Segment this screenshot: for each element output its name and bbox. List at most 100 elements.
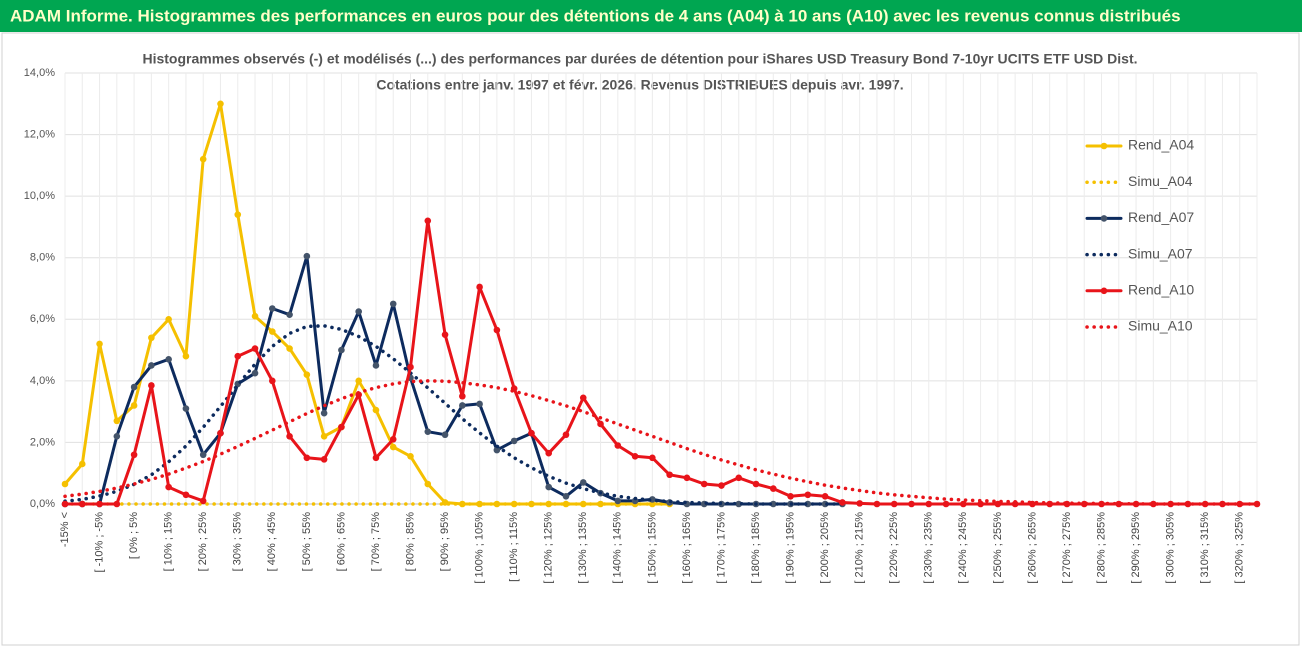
legend-label: Rend_A10 <box>1128 282 1194 298</box>
data-point <box>459 402 466 409</box>
data-point <box>303 252 311 260</box>
x-tick-label: [ 240% ; 245% <box>957 512 969 584</box>
y-tick-label: 6,0% <box>30 313 55 325</box>
x-tick-label: [ 160% ; 165% <box>681 512 693 584</box>
data-point <box>286 311 293 318</box>
data-point <box>908 500 915 508</box>
data-point <box>579 394 587 402</box>
x-tick-label: [ 150% ; 155% <box>646 512 658 584</box>
data-point <box>476 400 483 408</box>
x-tick-label: [ 280% ; 285% <box>1095 512 1107 584</box>
x-tick-label: [ 260% ; 265% <box>1026 512 1038 584</box>
y-tick-label: 4,0% <box>30 375 55 387</box>
data-point <box>890 500 898 508</box>
data-point <box>251 369 259 377</box>
data-point <box>320 456 328 463</box>
data-point <box>562 500 570 508</box>
data-point <box>320 432 328 440</box>
data-point <box>148 334 155 342</box>
legend-label: Simu_A07 <box>1128 245 1193 261</box>
data-point <box>130 383 138 391</box>
data-point <box>476 283 483 291</box>
data-point <box>769 485 777 492</box>
data-point <box>199 497 207 505</box>
data-point <box>821 493 829 500</box>
data-point <box>1150 500 1157 508</box>
data-point <box>165 356 172 363</box>
x-tick-label: [ 40% ; 45% <box>266 512 278 572</box>
data-point <box>562 431 570 439</box>
data-point <box>182 405 190 412</box>
data-point <box>61 480 69 488</box>
data-point <box>182 352 190 360</box>
y-tick-label: 2,0% <box>30 436 55 448</box>
y-tick-label: 10,0% <box>24 190 55 202</box>
data-point <box>320 409 328 417</box>
header-bar <box>0 0 1302 32</box>
data-point <box>441 431 449 439</box>
x-tick-label: [ 270% ; 275% <box>1061 512 1073 584</box>
data-point <box>303 454 311 462</box>
chart-subtitle: Cotations entre janv. 1997 et févr. 2026… <box>376 77 903 93</box>
data-point <box>165 483 172 491</box>
x-tick-label: [ 20% ; 25% <box>197 512 209 572</box>
data-point <box>925 500 933 508</box>
data-point <box>562 493 570 500</box>
data-point <box>545 449 553 457</box>
legend-marker <box>1100 287 1108 295</box>
data-point <box>148 382 155 389</box>
legend-label: Simu_A04 <box>1128 173 1193 189</box>
data-point <box>269 305 276 312</box>
chart-title: Histogrammes observés (-) et modélisés (… <box>142 51 1137 67</box>
data-point <box>113 432 121 440</box>
data-point <box>96 340 103 348</box>
data-point <box>389 436 397 443</box>
data-point <box>787 493 794 500</box>
data-point <box>735 474 743 482</box>
legend-label: Simu_A10 <box>1128 318 1193 334</box>
x-tick-label: [ 190% ; 195% <box>784 512 796 584</box>
data-point <box>545 483 553 491</box>
data-point <box>217 100 224 108</box>
data-point <box>597 500 604 508</box>
data-point <box>148 362 155 369</box>
data-point <box>459 392 466 400</box>
data-point <box>700 480 708 488</box>
x-tick-label: [ 10% ; 15% <box>163 512 175 572</box>
data-point <box>389 443 397 451</box>
data-point <box>960 500 967 508</box>
x-tick-label: [ 60% ; 65% <box>335 512 347 572</box>
data-point <box>839 499 846 506</box>
data-point <box>165 315 172 323</box>
data-point <box>614 442 622 449</box>
data-point <box>130 402 138 409</box>
x-tick-label: [ 50% ; 55% <box>301 512 313 572</box>
x-tick-label: [ 130% ; 135% <box>577 512 589 584</box>
x-tick-label: [ 0% ; 5% <box>128 512 140 559</box>
series-line <box>63 379 1259 506</box>
chart-border <box>1 32 1300 646</box>
data-point <box>804 491 812 499</box>
data-point <box>493 446 501 454</box>
data-point <box>113 500 121 508</box>
x-tick-label: [ 70% ; 75% <box>370 512 382 572</box>
data-point <box>476 500 483 508</box>
data-point <box>424 480 432 488</box>
data-point <box>735 500 743 508</box>
y-tick-label: 0,0% <box>30 498 55 510</box>
data-point <box>286 432 293 440</box>
data-point <box>718 482 725 489</box>
legend-marker <box>1100 142 1108 150</box>
data-point <box>579 479 587 486</box>
data-point <box>251 312 259 320</box>
data-point <box>113 417 121 425</box>
series-line <box>63 254 844 506</box>
x-tick-label: [ -10% ; -5% <box>93 512 105 573</box>
data-point <box>424 217 432 225</box>
data-point <box>407 452 414 460</box>
data-point <box>234 211 242 218</box>
y-tick-label: 8,0% <box>30 252 55 264</box>
data-point <box>597 420 604 428</box>
data-point <box>199 451 207 459</box>
